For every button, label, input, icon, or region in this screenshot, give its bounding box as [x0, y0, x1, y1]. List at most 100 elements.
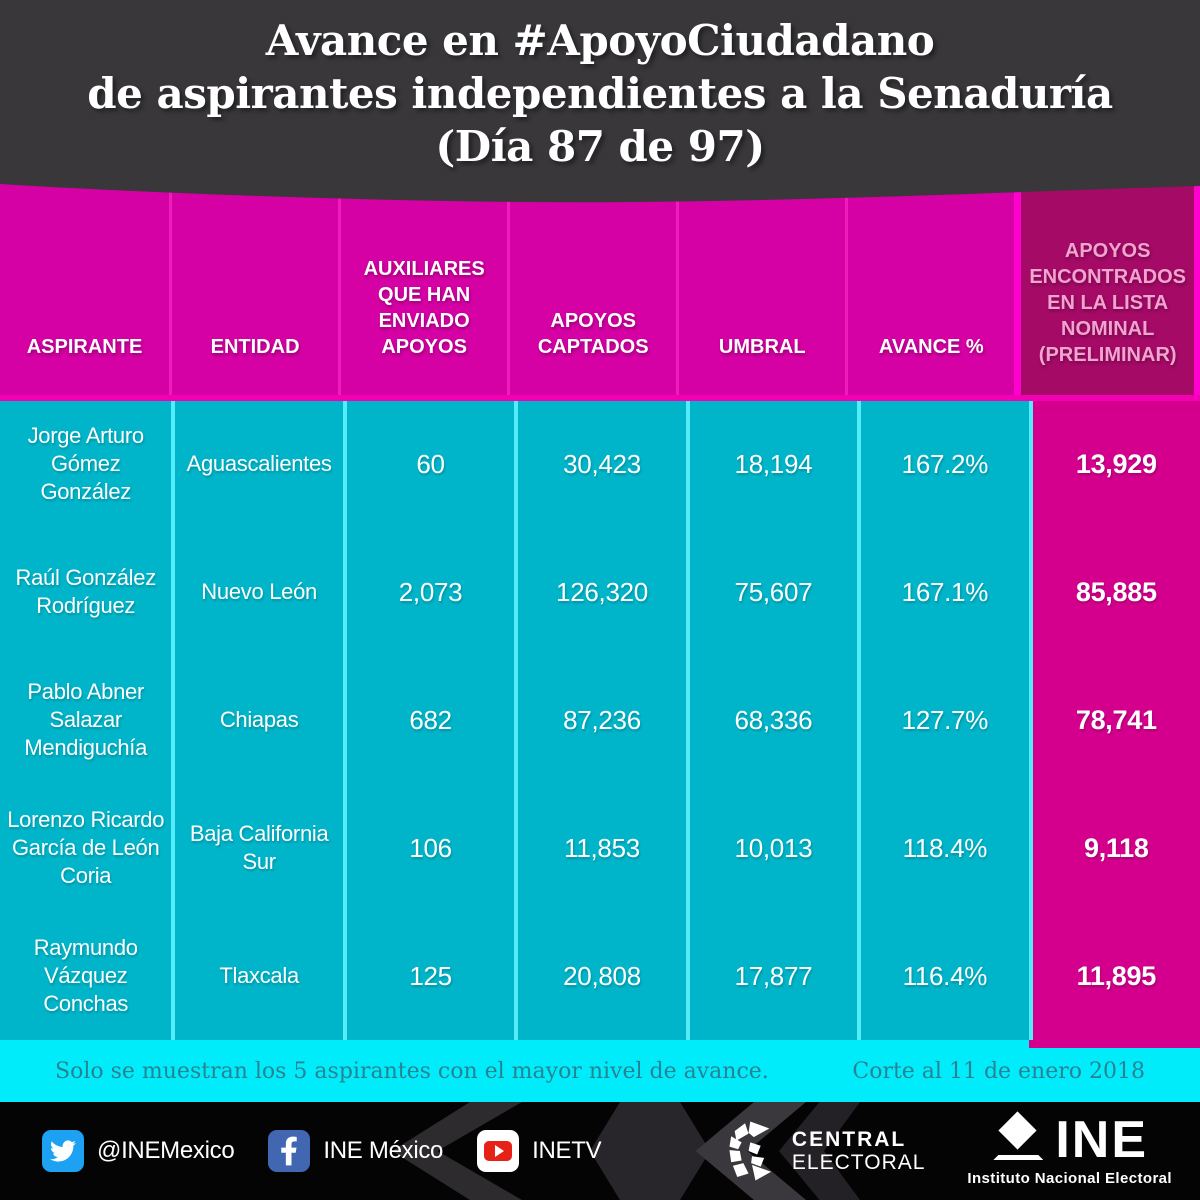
- table-row-cell: 167.2%: [857, 400, 1029, 528]
- auxiliares-value: 60: [416, 448, 445, 479]
- entidad-value: Nuevo León: [201, 579, 317, 604]
- captados-value: 126,320: [556, 576, 648, 607]
- entidad-value: Aguascalientes: [186, 451, 332, 476]
- table-row-cell: Aguascalientes: [171, 400, 343, 528]
- header-body-divider: [0, 395, 1200, 401]
- header-cell-lista-nominal: APOYOS ENCONTRADOS EN LA LISTA NOMINAL (…: [1014, 180, 1200, 400]
- table-row-cell: 20,808: [514, 912, 686, 1040]
- avance-value: 167.1%: [901, 576, 989, 607]
- table-row-cell: Chiapas: [171, 656, 343, 784]
- captados-value: 30,423: [563, 448, 641, 479]
- table-row-cell: 167.1%: [857, 528, 1029, 656]
- table-row-cell: Baja California Sur: [171, 784, 343, 912]
- entidad-value: Tlaxcala: [219, 963, 299, 988]
- aspirante-value: Lorenzo Ricardo García de León Coria: [7, 807, 165, 888]
- facebook-icon: [268, 1130, 311, 1172]
- table-row-cell: 682: [342, 656, 515, 784]
- avance-value: 167.2%: [901, 448, 989, 479]
- table-row-cell: 106: [342, 784, 515, 912]
- table-row-cell: 127.7%: [857, 656, 1029, 784]
- header-label: ASPIRANTE: [26, 336, 143, 358]
- table-row-cell: 11,895: [1028, 912, 1200, 1040]
- header-cell-avance: AVANCE %: [845, 180, 1015, 400]
- aspirante-value: Raymundo Vázquez Conchas: [33, 935, 138, 1016]
- auxiliares-value: 682: [409, 704, 452, 735]
- table-row-cell: 11,853: [514, 784, 686, 912]
- twitter-handle: @INEMexico: [97, 1137, 235, 1164]
- youtube-handle: INETV: [532, 1137, 602, 1164]
- table-row-cell: 85,885: [1028, 528, 1200, 656]
- umbral-value: 17,877: [734, 960, 813, 991]
- table-row-cell: 125: [342, 912, 515, 1040]
- table-body: Jorge Arturo Gómez González Aguascalient…: [0, 400, 1200, 1040]
- umbral-value: 75,607: [734, 576, 813, 607]
- table-row-cell: 9,118: [1028, 784, 1200, 912]
- header-label: AUXILIARES QUE HAN ENVIADO APOYOS: [363, 258, 485, 358]
- footer-strip: Solo se muestran los 5 aspirantes con el…: [0, 1040, 1200, 1102]
- table-row-cell: 13,929: [1028, 400, 1200, 528]
- header-label: AVANCE %: [878, 336, 984, 358]
- entidad-value: Baja California Sur: [189, 821, 329, 874]
- captados-value: 20,808: [563, 960, 641, 991]
- facebook-handle: INE México: [323, 1137, 444, 1164]
- title-line-1: Avance en #ApoyoCiudadano: [265, 16, 935, 65]
- header-cell-entidad: ENTIDAD: [169, 180, 339, 400]
- table-row-cell: Jorge Arturo Gómez González: [0, 400, 172, 528]
- central-electoral-mark-icon: [729, 1121, 771, 1181]
- header-cell-auxiliares: AUXILIARES QUE HAN ENVIADO APOYOS: [338, 180, 508, 400]
- table-row-cell: 75,607: [685, 528, 858, 656]
- nominal-value: 85,885: [1075, 576, 1157, 607]
- table-row-cell: Tlaxcala: [171, 912, 343, 1040]
- footer-cutoff-date: Corte al 11 de enero 2018: [852, 1058, 1145, 1084]
- nominal-value: 11,895: [1076, 960, 1157, 991]
- header-label: ENTIDAD: [210, 336, 300, 358]
- aspirante-value: Raúl González Rodríguez: [15, 565, 157, 618]
- header-cell-umbral: UMBRAL: [676, 180, 846, 400]
- youtube-link[interactable]: INETV: [477, 1130, 602, 1172]
- table-row-cell: Lorenzo Ricardo García de León Coria: [0, 784, 172, 912]
- table-row-cell: Pablo Abner Salazar Mendiguchía: [0, 656, 172, 784]
- header-label: UMBRAL: [718, 336, 806, 358]
- ine-subtitle: Instituto Nacional Electoral: [967, 1170, 1172, 1187]
- captados-value: 87,236: [563, 704, 641, 735]
- table-row-cell: 87,236: [514, 656, 686, 784]
- title-line-2: de aspirantes independientes a la Senadu…: [87, 69, 1113, 118]
- header-label: APOYOS CAPTADOS: [537, 310, 649, 358]
- youtube-icon: [477, 1130, 520, 1172]
- umbral-value: 10,013: [734, 832, 813, 863]
- avance-value: 127.7%: [901, 704, 989, 735]
- auxiliares-value: 125: [409, 960, 452, 991]
- logo-row: CENTRAL ELECTORAL INE Instituto Nacional…: [726, 1102, 1172, 1200]
- auxiliares-value: 2,073: [398, 576, 463, 607]
- table-row-cell: 17,877: [685, 912, 858, 1040]
- central-electoral-logo: CENTRAL ELECTORAL: [726, 1119, 926, 1183]
- table-row-cell: 60: [342, 400, 515, 528]
- table-header: ASPIRANTE ENTIDAD AUXILIARES QUE HAN ENV…: [0, 180, 1200, 400]
- footer-note: Solo se muestran los 5 aspirantes con el…: [55, 1058, 769, 1084]
- header-label: APOYOS ENCONTRADOS EN LA LISTA NOMINAL (…: [1029, 240, 1186, 366]
- entidad-value: Chiapas: [219, 707, 299, 732]
- aspirante-value: Jorge Arturo Gómez González: [27, 423, 145, 504]
- table-row-cell: 68,336: [685, 656, 858, 784]
- umbral-value: 68,336: [734, 704, 813, 735]
- auxiliares-value: 106: [409, 832, 452, 863]
- table-row-cell: 126,320: [514, 528, 686, 656]
- header-cell-captados: APOYOS CAPTADOS: [507, 180, 677, 400]
- central-logo-line2: ELECTORAL: [791, 1151, 926, 1174]
- aspirante-value: Pablo Abner Salazar Mendiguchía: [24, 679, 148, 760]
- ine-logo: INE Instituto Nacional Electoral: [967, 1111, 1172, 1187]
- bottom-bar: @INEMexico INE México INETV: [0, 1102, 1200, 1200]
- magenta-column-overhang: [1029, 1040, 1200, 1048]
- title-line-3: (Día 87 de 97): [435, 122, 765, 171]
- page-title: Avance en #ApoyoCiudadano de aspirantes …: [0, 14, 1200, 173]
- umbral-value: 18,194: [734, 448, 813, 479]
- table-row-cell: 18,194: [685, 400, 858, 528]
- facebook-link[interactable]: INE México: [268, 1130, 443, 1172]
- table-row-cell: 118.4%: [857, 784, 1029, 912]
- header-curve-decoration: [0, 178, 1200, 203]
- header-cell-aspirante: ASPIRANTE: [0, 180, 170, 400]
- avance-value: 116.4%: [902, 960, 988, 991]
- twitter-icon: [42, 1130, 84, 1172]
- twitter-link[interactable]: @INEMexico: [42, 1130, 235, 1172]
